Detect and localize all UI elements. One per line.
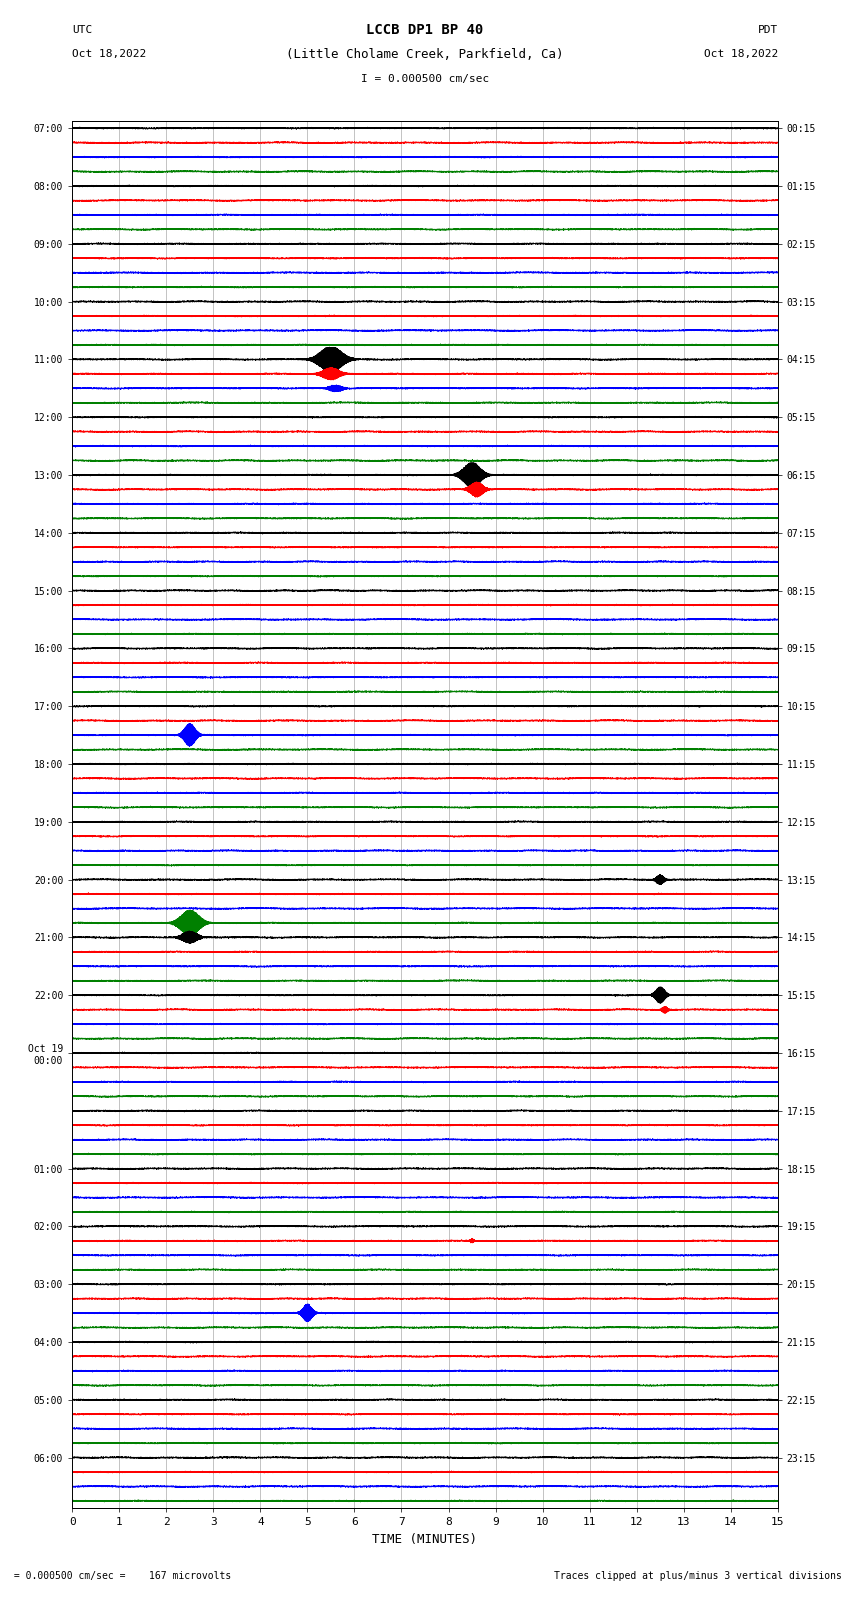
Text: UTC: UTC	[72, 26, 93, 35]
Text: PDT: PDT	[757, 26, 778, 35]
Text: I = 0.000500 cm/sec: I = 0.000500 cm/sec	[361, 74, 489, 84]
Text: Oct 18,2022: Oct 18,2022	[72, 50, 146, 60]
Text: Oct 18,2022: Oct 18,2022	[704, 50, 778, 60]
Text: Traces clipped at plus/minus 3 vertical divisions: Traces clipped at plus/minus 3 vertical …	[553, 1571, 842, 1581]
X-axis label: TIME (MINUTES): TIME (MINUTES)	[372, 1532, 478, 1545]
Text: (Little Cholame Creek, Parkfield, Ca): (Little Cholame Creek, Parkfield, Ca)	[286, 48, 564, 61]
Text: LCCB DP1 BP 40: LCCB DP1 BP 40	[366, 23, 484, 37]
Text: = 0.000500 cm/sec =    167 microvolts: = 0.000500 cm/sec = 167 microvolts	[8, 1571, 232, 1581]
